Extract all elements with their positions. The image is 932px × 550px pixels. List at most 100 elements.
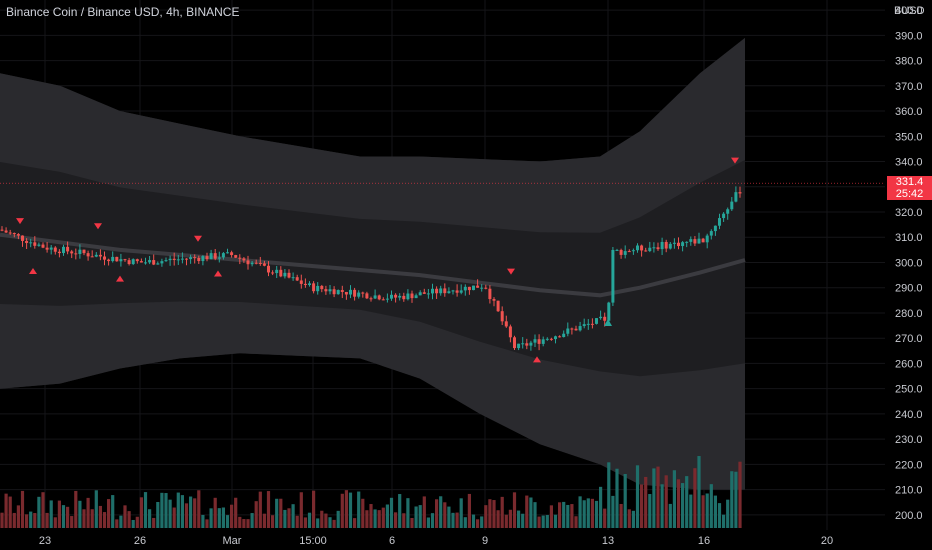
- volume-bar: [230, 504, 234, 528]
- candle-body: [656, 247, 660, 250]
- candle-body: [57, 251, 61, 254]
- volume-bar: [303, 517, 307, 528]
- candle-body: [111, 256, 115, 262]
- candle-body: [426, 293, 430, 295]
- candle-body: [611, 249, 615, 303]
- volume-bar: [517, 510, 521, 528]
- candle-body: [164, 260, 168, 262]
- candle-body: [603, 316, 607, 321]
- volume-bar: [488, 499, 492, 528]
- volume-bar: [365, 510, 369, 528]
- volume-bar: [217, 508, 221, 528]
- volume-bar: [590, 498, 594, 528]
- volume-bar: [119, 515, 123, 528]
- volume-bar: [492, 500, 496, 528]
- volume-bar: [0, 512, 4, 528]
- candle-body: [185, 258, 188, 260]
- candle-body: [357, 292, 361, 297]
- candle-body: [328, 289, 332, 292]
- volume-bar: [709, 484, 713, 528]
- volume-bar: [447, 506, 451, 528]
- candle-body: [135, 259, 139, 262]
- volume-bar: [726, 499, 730, 528]
- candle-body: [365, 293, 369, 299]
- candle-body: [521, 343, 525, 345]
- candle-body: [103, 256, 106, 260]
- candle-body: [566, 328, 570, 334]
- volume-bar: [180, 495, 184, 528]
- volume-bar: [168, 499, 172, 528]
- volume-bar: [312, 490, 316, 528]
- volume-bar: [287, 508, 291, 528]
- volume-bar: [635, 465, 640, 528]
- volume-bar: [94, 490, 98, 528]
- candle-body: [295, 277, 299, 281]
- candle-body: [451, 290, 455, 292]
- candle-body: [480, 287, 484, 289]
- price-tick-label: 310.0: [895, 232, 923, 244]
- volume-bar: [369, 504, 373, 528]
- candle-body: [447, 291, 451, 294]
- volume-bar: [246, 519, 250, 528]
- candle-body: [115, 256, 119, 262]
- volume-bar: [61, 505, 66, 528]
- volume-bar: [553, 514, 558, 528]
- volume-bar: [295, 515, 299, 528]
- volume-bar: [209, 508, 213, 528]
- candle-body: [41, 244, 45, 248]
- candle-body: [197, 257, 201, 262]
- buy-marker-icon: [533, 356, 541, 363]
- candle-body: [332, 289, 336, 295]
- candle-body: [508, 326, 512, 338]
- candle-body: [258, 262, 262, 264]
- volume-bar: [197, 490, 201, 528]
- time-tick-label: 15:00: [299, 535, 327, 547]
- volume-bar: [164, 493, 168, 528]
- volume-bar: [496, 510, 500, 528]
- candle-body: [250, 262, 254, 265]
- candle-body: [476, 285, 480, 288]
- candle-body: [316, 285, 320, 292]
- candle-body: [98, 254, 102, 257]
- volume-bar: [430, 513, 435, 528]
- volume-bar: [41, 492, 45, 528]
- candle-body: [385, 298, 389, 300]
- candle-body: [349, 289, 352, 295]
- volume-bar: [213, 497, 217, 528]
- candle-body: [0, 229, 4, 231]
- candle-body: [90, 256, 94, 258]
- candle-body: [25, 240, 29, 243]
- price-tick-label: 370.0: [895, 81, 923, 93]
- candle-body: [570, 328, 574, 330]
- volume-bar: [508, 509, 512, 528]
- candle-body: [160, 261, 164, 264]
- candle-body: [156, 263, 160, 265]
- moving-average-line: [0, 232, 746, 298]
- time-tick-label: Mar: [223, 535, 242, 547]
- sell-marker-icon: [94, 223, 102, 230]
- volume-bar: [242, 519, 246, 528]
- buy-marker-icon: [214, 270, 222, 277]
- candle-body: [640, 245, 644, 251]
- volume-bar: [74, 490, 78, 528]
- candle-body: [631, 250, 635, 252]
- price-tick-label: 240.0: [895, 409, 923, 421]
- candle-body: [303, 283, 307, 286]
- volume-bar: [619, 503, 623, 528]
- volume-bar: [152, 517, 156, 528]
- price-axis: BUSD 200.0 210.0 220.0 230.0 240.0 250.0 260.0 2…: [894, 5, 925, 522]
- volume-bar: [328, 517, 332, 528]
- candle-body: [693, 239, 697, 244]
- time-axis: 23 26 Mar 15:00 6 9 13 16 20: [39, 535, 833, 547]
- candle-body: [722, 213, 726, 219]
- volume-bar: [644, 476, 648, 528]
- price-tick-label: 320.0: [895, 207, 923, 219]
- candle-body: [123, 259, 127, 261]
- candle-body: [664, 241, 668, 249]
- candle-body: [230, 252, 234, 256]
- candle-body: [586, 323, 590, 325]
- candle-body: [488, 288, 492, 300]
- candle-body: [541, 339, 545, 344]
